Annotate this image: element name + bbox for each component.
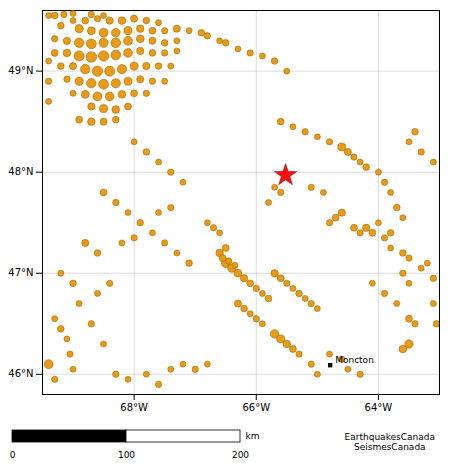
svg-text:66°W: 66°W	[242, 402, 270, 413]
svg-text:Moncton: Moncton	[335, 355, 374, 365]
html-text:EarthquakesCanada SeismesCanad: EarthquakesCanada SeismesCanada	[344, 432, 435, 452]
svg-text:49°N: 49°N	[8, 65, 33, 76]
svg-text:km: km	[246, 431, 260, 441]
svg-text:200: 200	[232, 450, 249, 460]
svg-text:64°W: 64°W	[365, 402, 393, 413]
svg-text:0: 0	[10, 450, 16, 460]
svg-text:46°N: 46°N	[8, 368, 33, 379]
svg-text:100: 100	[118, 450, 135, 460]
svg-text:47°N: 47°N	[8, 267, 33, 278]
svg-text:68°W: 68°W	[120, 402, 148, 413]
svg-text:48°N: 48°N	[8, 166, 33, 177]
